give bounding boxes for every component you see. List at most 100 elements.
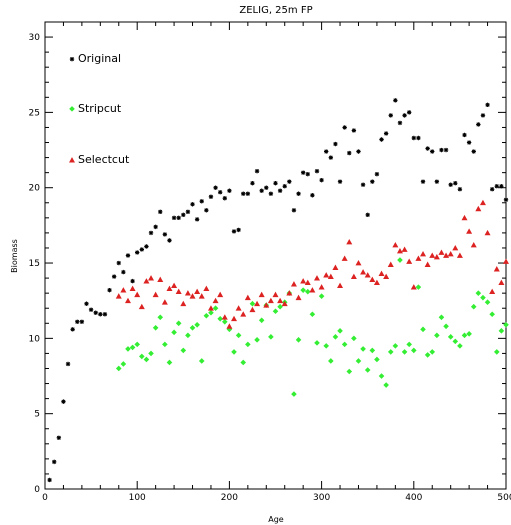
data-point-original bbox=[116, 260, 121, 266]
data-point-original bbox=[65, 361, 71, 367]
y-tick-label: 15 bbox=[29, 259, 40, 269]
data-point-original bbox=[93, 310, 98, 315]
data-point-selectcut bbox=[337, 282, 344, 289]
data-point-stripcut bbox=[120, 361, 127, 367]
data-point-stripcut bbox=[129, 344, 136, 351]
legend-marker-original bbox=[69, 56, 75, 62]
data-point-original bbox=[47, 477, 52, 483]
data-point-stripcut bbox=[235, 332, 242, 339]
data-point-stripcut bbox=[434, 332, 440, 339]
data-point-stripcut bbox=[272, 308, 279, 315]
x-tick-label: 400 bbox=[405, 493, 422, 503]
legend-label-selectcut: Selectcut bbox=[78, 153, 130, 166]
data-point-stripcut bbox=[341, 341, 348, 348]
data-point-selectcut bbox=[249, 306, 256, 313]
data-point-selectcut bbox=[134, 291, 141, 298]
data-point-stripcut bbox=[323, 343, 330, 349]
data-point-stripcut bbox=[125, 346, 131, 352]
data-point-selectcut bbox=[120, 287, 127, 293]
x-axis: 0 100 200 300 400 500 bbox=[42, 22, 511, 503]
x-axis-label: Age bbox=[268, 515, 284, 524]
data-point-original bbox=[79, 319, 85, 324]
data-point-original bbox=[310, 193, 315, 198]
data-point-original bbox=[499, 184, 504, 189]
data-point-original bbox=[485, 102, 490, 108]
data-point-selectcut bbox=[489, 288, 496, 295]
data-point-selectcut bbox=[263, 302, 270, 308]
data-point-selectcut bbox=[258, 291, 265, 298]
data-point-stripcut bbox=[452, 338, 459, 345]
data-point-original bbox=[148, 230, 154, 236]
data-point-stripcut bbox=[457, 343, 463, 349]
data-point-original bbox=[494, 184, 499, 189]
data-point-selectcut bbox=[438, 249, 445, 255]
data-point-selectcut bbox=[429, 252, 436, 258]
data-point-original bbox=[52, 459, 57, 465]
data-point-selectcut bbox=[323, 272, 330, 278]
data-point-stripcut bbox=[443, 323, 449, 330]
data-point-selectcut bbox=[272, 291, 279, 298]
data-point-selectcut bbox=[226, 323, 233, 329]
data-point-selectcut bbox=[267, 297, 274, 304]
data-point-original bbox=[75, 319, 80, 324]
data-point-stripcut bbox=[198, 358, 205, 364]
data-point-selectcut bbox=[295, 294, 302, 301]
data-point-original bbox=[503, 197, 509, 202]
data-point-selectcut bbox=[184, 290, 191, 296]
data-point-selectcut bbox=[341, 255, 348, 261]
data-point-selectcut bbox=[327, 273, 334, 279]
data-point-selectcut bbox=[383, 273, 390, 279]
data-point-selectcut bbox=[152, 291, 159, 298]
data-point-original bbox=[139, 247, 145, 252]
data-point-selectcut bbox=[373, 279, 380, 286]
data-point-selectcut bbox=[503, 258, 509, 264]
data-point-selectcut bbox=[277, 297, 284, 304]
data-point-original bbox=[190, 202, 195, 207]
data-point-selectcut bbox=[290, 281, 297, 287]
data-point-stripcut bbox=[277, 303, 283, 310]
data-point-original bbox=[443, 147, 449, 153]
data-point-selectcut bbox=[420, 250, 427, 257]
data-point-stripcut bbox=[208, 309, 214, 316]
data-point-selectcut bbox=[433, 254, 440, 260]
data-point-original bbox=[379, 137, 384, 142]
data-point-stripcut bbox=[162, 341, 168, 348]
data-points bbox=[47, 98, 509, 483]
data-point-selectcut bbox=[300, 278, 307, 284]
data-point-stripcut bbox=[134, 341, 140, 348]
data-point-stripcut bbox=[203, 312, 210, 319]
data-point-original bbox=[135, 250, 140, 255]
data-point-original bbox=[241, 191, 246, 196]
data-point-original bbox=[125, 253, 131, 258]
data-point-selectcut bbox=[360, 269, 367, 275]
y-tick-label: 10 bbox=[29, 334, 41, 344]
data-point-original bbox=[425, 146, 430, 151]
data-point-original bbox=[236, 227, 241, 233]
data-point-original bbox=[466, 140, 472, 145]
data-point-stripcut bbox=[139, 353, 145, 360]
data-point-selectcut bbox=[346, 238, 353, 245]
data-point-selectcut bbox=[392, 241, 399, 248]
data-point-stripcut bbox=[489, 311, 495, 318]
y-tick-label: 25 bbox=[29, 108, 40, 118]
data-point-selectcut bbox=[217, 291, 224, 298]
data-point-selectcut bbox=[240, 311, 247, 317]
data-point-stripcut bbox=[392, 343, 399, 349]
data-point-stripcut bbox=[424, 352, 431, 358]
data-point-stripcut bbox=[360, 346, 366, 352]
data-point-selectcut bbox=[157, 276, 164, 283]
data-point-selectcut bbox=[171, 282, 178, 289]
data-point-original bbox=[328, 155, 334, 160]
data-point-original bbox=[393, 98, 398, 103]
series-stripcut bbox=[115, 257, 509, 397]
data-point-selectcut bbox=[369, 276, 376, 283]
data-point-original bbox=[430, 149, 435, 154]
data-point-stripcut bbox=[268, 334, 274, 340]
data-point-stripcut bbox=[148, 350, 154, 357]
y-tick-label: 5 bbox=[34, 410, 40, 420]
data-point-stripcut bbox=[180, 347, 187, 354]
data-point-original bbox=[439, 147, 444, 153]
data-point-stripcut bbox=[438, 314, 445, 321]
data-point-selectcut bbox=[456, 252, 463, 258]
data-point-selectcut bbox=[161, 299, 168, 305]
